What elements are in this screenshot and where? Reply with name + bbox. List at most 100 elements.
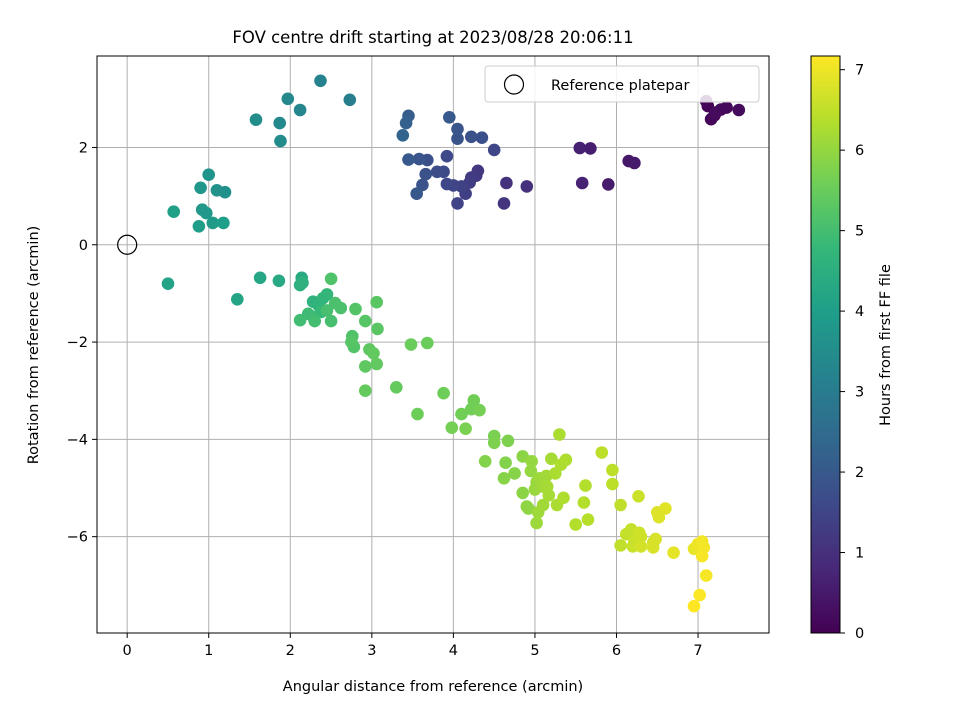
data-point [500,176,513,190]
colorbar-tick-label: 4 [855,304,864,320]
data-points [161,74,746,613]
data-point [334,301,348,315]
data-point [632,490,645,503]
data-point [396,129,410,142]
data-point [553,428,566,441]
x-tick-label: 4 [449,643,458,659]
data-point [709,106,723,119]
data-point [524,464,538,478]
colorbar-tick-label: 0 [855,626,864,642]
x-axis-label: Angular distance from reference (arcmin) [283,679,583,695]
legend-box [484,65,760,103]
x-tick-label: 7 [693,643,702,659]
data-point [206,216,220,230]
data-point [695,549,709,563]
data-point [577,496,591,509]
data-point [473,403,486,417]
y-tick-label: 0 [79,238,88,254]
data-point [443,111,456,124]
data-point [602,178,615,191]
data-point [161,277,175,291]
data-point [501,434,515,448]
data-point [595,446,609,459]
plot-frame [96,55,770,634]
data-point [520,180,534,193]
data-point [194,181,207,195]
data-point [487,143,501,157]
colorbar-ticks: 0 1 2 3 4 5 6 7 [840,63,864,642]
x-tick-label: 0 [123,643,132,659]
x-tick-label: 1 [204,643,213,659]
data-point [652,510,666,524]
data-point [308,314,322,328]
data-point [272,274,286,288]
colorbar-tick-label: 2 [855,465,864,481]
data-point [437,386,450,400]
data-point [451,132,464,145]
colorbar-tick-label: 3 [855,385,864,401]
data-point [412,152,426,166]
data-point [371,322,384,336]
data-point [367,347,380,360]
data-point [324,314,338,328]
data-point [478,455,492,468]
data-point [421,336,434,350]
data-point [459,422,472,436]
data-point [584,142,597,155]
y-tick-label: −2 [67,335,88,351]
data-point [202,168,215,181]
data-point [404,338,418,351]
data-point [445,421,459,435]
data-point [720,101,733,114]
data-point [634,540,648,553]
data-point [390,381,403,394]
data-point [210,184,224,197]
data-point [273,116,287,130]
data-point [370,295,384,309]
data-point [249,113,263,126]
data-point [569,518,582,531]
data-point [530,516,543,530]
legend-entry-reference: Reference platepar [551,78,689,94]
data-point [370,357,384,371]
data-point [559,453,573,467]
data-point [614,539,627,552]
data-point [557,491,570,505]
legend: Reference platepar [484,65,760,103]
data-point [475,131,489,144]
data-point [324,272,338,286]
data-point [200,206,213,220]
grid-lines [97,56,769,633]
data-point [614,498,627,512]
data-point [419,167,433,181]
data-point [573,141,587,155]
data-point [274,134,287,148]
data-point [410,187,424,200]
data-point [649,532,662,546]
data-point [296,276,309,290]
data-point [359,384,372,398]
data-point [536,498,550,512]
data-point [253,271,267,285]
x-ticks: 0 1 2 3 4 5 6 7 [123,633,703,659]
data-point [693,588,706,602]
x-tick-label: 3 [367,643,376,659]
data-point [451,122,464,136]
colorbar-tick-label: 5 [855,224,864,240]
data-point [231,293,244,306]
y-tick-label: −6 [67,530,88,546]
data-point [320,304,334,317]
data-point [732,103,746,117]
data-point [545,452,558,466]
data-point [349,302,362,316]
data-point [465,130,478,144]
data-point [430,165,444,179]
data-point [281,92,295,106]
data-point [467,394,481,407]
reference-marker [117,234,138,255]
data-point [525,455,538,468]
data-point [359,314,372,328]
data-point [293,103,307,117]
chart-title: FOV centre drift starting at 2023/08/28 … [232,28,633,47]
